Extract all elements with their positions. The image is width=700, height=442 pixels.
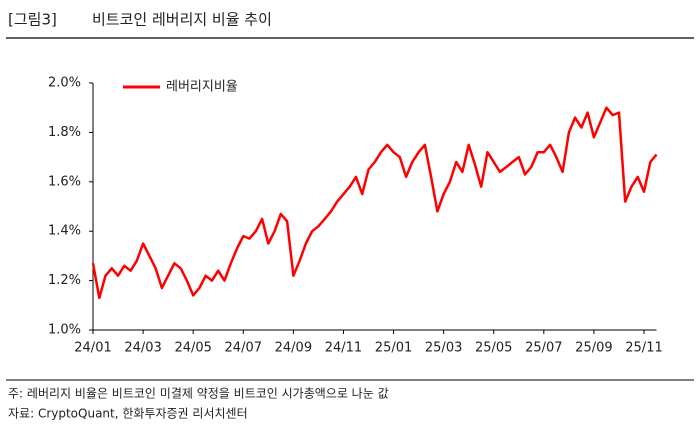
line-series bbox=[91, 106, 658, 300]
x-tick-label: 25/01 bbox=[375, 341, 412, 356]
y-tick-label: 1.8% bbox=[48, 125, 81, 140]
y-tick-label: 1.0% bbox=[48, 323, 81, 338]
chart-title: 비트코인 레버리지 비율 추이 bbox=[92, 11, 272, 29]
y-tick-label: 1.2% bbox=[48, 273, 81, 288]
legend-label: 레버리지비율 bbox=[166, 80, 238, 95]
x-tick-label: 25/03 bbox=[425, 341, 462, 356]
source: 자료: CryptoQuant, 한화투자증권 리서치센터 bbox=[8, 407, 248, 421]
x-tick-label: 25/11 bbox=[625, 341, 662, 356]
x-tick-label: 24/11 bbox=[325, 341, 362, 356]
x-tick-label: 25/07 bbox=[525, 341, 562, 356]
x-tick-label: 24/03 bbox=[124, 341, 161, 356]
y-tick-label: 1.4% bbox=[48, 224, 81, 239]
y-tick-label: 2.0% bbox=[48, 76, 81, 91]
y-tick-label: 1.6% bbox=[48, 174, 81, 189]
x-tick-label: 24/05 bbox=[174, 341, 211, 356]
x-tick-label: 24/09 bbox=[275, 341, 312, 356]
x-tick-label: 25/09 bbox=[575, 341, 612, 356]
x-tick-label: 25/05 bbox=[475, 341, 512, 356]
figure-label: [그림3] bbox=[8, 11, 57, 29]
x-tick-label: 24/07 bbox=[225, 341, 262, 356]
x-tick-label: 24/01 bbox=[74, 341, 111, 356]
note: 주: 레버리지 비율은 비트코인 미결제 약정을 비트코인 시가총액으로 나눈 … bbox=[8, 386, 389, 401]
